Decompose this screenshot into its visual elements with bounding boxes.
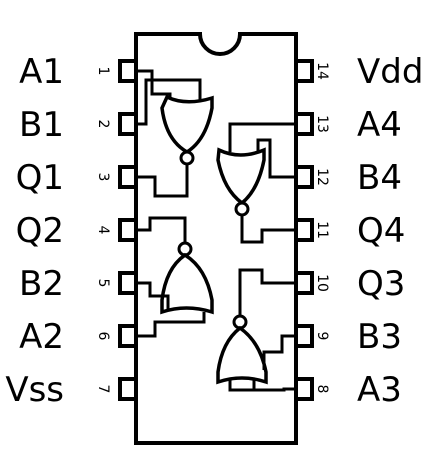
pin-10-label: Q3 xyxy=(357,264,405,304)
pin-12-lead xyxy=(294,165,314,189)
pin-6-lead xyxy=(118,324,138,348)
pin-13-lead xyxy=(294,112,314,136)
pin-5-lead xyxy=(118,271,138,295)
nor-gate-1-body xyxy=(160,94,214,155)
pin-5-label: B2 xyxy=(19,264,64,304)
pin-9-label: B3 xyxy=(357,317,402,357)
nor-gate-4-body xyxy=(216,147,266,206)
pin-3-lead xyxy=(118,165,138,189)
pin-4-label: Q2 xyxy=(16,211,64,251)
wire-b1 xyxy=(136,78,202,126)
wire-b2 xyxy=(136,281,170,310)
wire-b3 xyxy=(262,334,296,370)
pin-7-label: Vss xyxy=(5,370,64,410)
wire-q2 xyxy=(136,216,187,243)
pin-14-number: 14 xyxy=(314,62,330,80)
pin-12-label: B4 xyxy=(357,158,402,198)
pin-10-number: 10 xyxy=(314,274,330,292)
pin-11-number: 11 xyxy=(314,221,330,239)
wire-q4 xyxy=(240,215,296,244)
pin-11-lead xyxy=(294,218,314,242)
pin-group: 1 A1 2 B1 3 Q1 4 Q2 5 B2 6 A2 7 Vss 14 Vdd 13 A4 12 B4 11 Q4 1… xyxy=(5,52,423,410)
pin-6-number: 6 xyxy=(95,332,111,341)
pin-11-label: Q4 xyxy=(357,211,405,251)
pin-1-label: A1 xyxy=(19,52,64,92)
pin-14-label: Vdd xyxy=(357,52,423,92)
pin-1-number: 1 xyxy=(95,67,111,76)
pin-3-label: Q1 xyxy=(16,158,64,198)
nor-gate-4-bubble xyxy=(234,201,250,217)
wire-a3 xyxy=(252,380,296,392)
nor-gate-4 xyxy=(216,122,296,244)
pin-8-label: A3 xyxy=(357,370,402,410)
nor-gate-1 xyxy=(136,69,214,198)
wire-a4 xyxy=(228,122,296,152)
wire-a1 xyxy=(136,69,172,100)
nor-gate-2 xyxy=(136,216,214,338)
wire-a2 xyxy=(136,312,206,338)
pin-6-label: A2 xyxy=(19,317,64,357)
pin-7-number: 7 xyxy=(95,385,111,394)
nor-gate-1-bubble xyxy=(179,150,195,166)
pin-7-lead xyxy=(118,377,138,401)
pin-4-number: 4 xyxy=(95,226,111,235)
pin-9-number: 9 xyxy=(314,332,330,341)
pin-5-number: 5 xyxy=(95,279,111,288)
pin-8-number: 8 xyxy=(314,385,330,394)
pin-9-lead xyxy=(294,324,314,348)
pin-4-lead xyxy=(118,218,138,242)
wire-a3-stub xyxy=(228,380,254,392)
chip-body xyxy=(134,32,298,445)
nor-gate-3-body xyxy=(216,325,268,385)
nor-gate-3 xyxy=(216,268,296,392)
pin-2-number: 2 xyxy=(95,120,111,129)
pin-14-lead xyxy=(294,59,314,83)
pin-2-lead xyxy=(118,112,138,136)
pin-3-number: 3 xyxy=(95,173,111,182)
pin-13-number: 13 xyxy=(314,115,330,133)
pin-2-label: B1 xyxy=(19,105,64,145)
pin-10-lead xyxy=(294,271,314,295)
nor-gate-2-body xyxy=(160,252,214,315)
pin-12-number: 12 xyxy=(314,168,330,186)
pin-1-lead xyxy=(118,59,138,83)
pin-8-lead xyxy=(294,377,314,401)
wire-q3 xyxy=(238,268,296,316)
pin-13-label: A4 xyxy=(357,105,402,145)
wire-q1 xyxy=(136,164,189,198)
wire-b4 xyxy=(256,138,296,179)
